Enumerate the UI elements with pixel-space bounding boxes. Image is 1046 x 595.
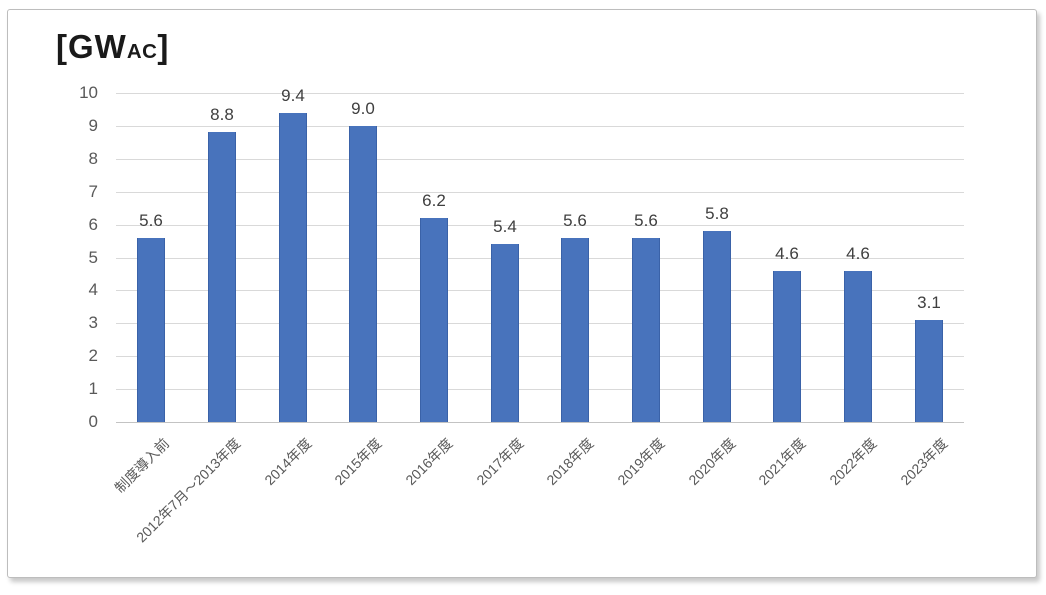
y-axis-tick-label: 5 (88, 248, 98, 267)
x-axis-category-label: 2023年度 (897, 435, 951, 489)
gridline (116, 389, 964, 390)
gridline (116, 356, 964, 357)
bar-value-label: 3.1 (917, 293, 941, 312)
x-axis-category-label: 2019年度 (614, 435, 668, 489)
x-axis-category-label: 2017年度 (473, 435, 527, 489)
y-axis-tick-label: 8 (88, 149, 98, 168)
bar-value-label: 5.6 (563, 211, 587, 230)
gridline (116, 192, 964, 193)
gridline (116, 159, 964, 160)
bar (844, 271, 872, 422)
bar (137, 238, 165, 422)
unit-subscript-ac: AC (126, 40, 158, 63)
y-axis-tick-label: 4 (88, 280, 98, 299)
x-axis-category-label: 2021年度 (755, 435, 809, 489)
bar-value-label: 9.0 (351, 99, 375, 118)
gridline (116, 258, 964, 259)
x-axis-category-label: 2014年度 (261, 435, 315, 489)
bar-value-label: 6.2 (422, 191, 446, 210)
bar-value-label: 4.6 (775, 244, 799, 263)
chart-panel: [GWAC] 0 1 2 3 4 5 6 7 8 9 10 5.6 制度導入前 8.8 2012年7月～20… (7, 9, 1037, 578)
y-axis-tick-label: 6 (88, 215, 98, 234)
bar (915, 320, 943, 422)
gridline (116, 126, 964, 127)
bar (773, 271, 801, 422)
y-axis-tick-label: 9 (88, 116, 98, 135)
bar-value-label: 5.6 (139, 211, 163, 230)
bar (349, 126, 377, 422)
bar-value-label: 5.6 (634, 211, 658, 230)
bar-value-label: 5.8 (705, 204, 729, 223)
chart-unit-title: [GWAC] (56, 28, 169, 66)
y-axis-tick-label: 7 (88, 182, 98, 201)
bar (703, 231, 731, 422)
bar (279, 113, 307, 422)
bar-value-label: 5.4 (493, 217, 517, 236)
bar (632, 238, 660, 422)
x-axis-category-label: 制度導入前 (111, 435, 173, 496)
y-axis-tick-label: 1 (88, 379, 98, 398)
y-axis-tick-label: 2 (88, 346, 98, 365)
bar-value-label: 9.4 (281, 86, 305, 105)
bar-value-label: 8.8 (210, 105, 234, 124)
gridline (116, 225, 964, 226)
bar (208, 132, 236, 422)
gridline (116, 323, 964, 324)
x-axis-category-label: 2022年度 (826, 435, 880, 489)
x-axis-category-label: 2015年度 (331, 435, 385, 489)
x-axis-category-label: 2016年度 (402, 435, 456, 489)
gridline (116, 93, 964, 94)
unit-prefix: [GW (56, 28, 127, 65)
bar (561, 238, 589, 422)
y-axis-tick-label: 3 (88, 313, 98, 332)
unit-suffix: ] (157, 28, 170, 65)
bar (491, 244, 519, 422)
x-axis-line (116, 422, 964, 423)
x-axis-category-label: 2020年度 (685, 435, 739, 489)
bar-chart: 0 1 2 3 4 5 6 7 8 9 10 5.6 制度導入前 8.8 2012年7月～2013年度 9.4… (8, 10, 1038, 579)
bar-value-label: 4.6 (846, 244, 870, 263)
x-axis-category-label: 2018年度 (543, 435, 597, 489)
bar (420, 218, 448, 422)
y-axis-tick-label: 10 (79, 83, 98, 102)
y-axis-tick-label: 0 (88, 412, 98, 431)
gridline (116, 290, 964, 291)
